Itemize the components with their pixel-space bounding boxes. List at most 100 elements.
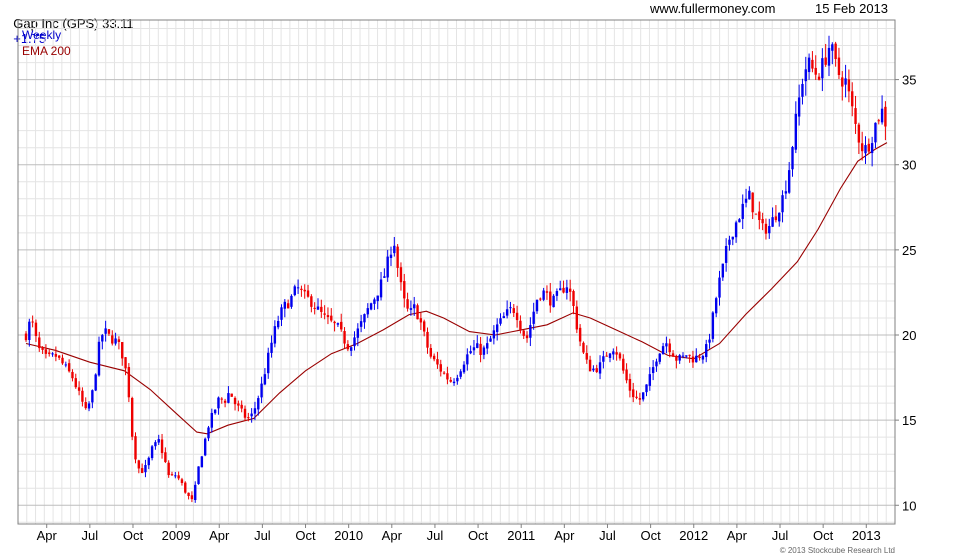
candle-up	[217, 397, 220, 409]
candle-down	[54, 353, 58, 357]
candle-up	[542, 290, 545, 300]
candle-down	[512, 308, 515, 314]
candle-down	[479, 343, 482, 355]
candle-down	[817, 76, 821, 80]
candle-up	[738, 219, 741, 223]
candle-up	[731, 236, 734, 240]
chart-date: 15 Feb 2013	[815, 1, 889, 16]
candle-down	[622, 358, 625, 371]
candle-up	[94, 374, 97, 391]
candle-up	[200, 456, 204, 468]
candle-down	[164, 452, 167, 462]
candle-up	[383, 276, 386, 278]
candle-up	[456, 377, 459, 382]
candle-down	[127, 367, 131, 398]
candle-down	[691, 356, 695, 363]
candle-up	[213, 409, 217, 414]
candle-up	[273, 326, 277, 344]
candle-up	[462, 364, 466, 373]
candle-up	[721, 263, 725, 278]
candle-down	[237, 403, 240, 406]
candle-down	[117, 339, 121, 342]
candle-down	[24, 333, 28, 341]
candle-up	[459, 371, 462, 377]
candle-down	[160, 439, 164, 454]
candle-down	[625, 369, 628, 381]
candle-up	[356, 328, 360, 338]
candle-up	[781, 195, 784, 213]
candle-up	[363, 314, 366, 323]
candle-up	[529, 325, 532, 338]
candle-up	[821, 58, 824, 79]
candle-down	[77, 387, 81, 391]
candle-up	[608, 353, 612, 358]
candle-down	[595, 368, 598, 373]
candle-down	[432, 355, 436, 360]
candle-down	[688, 354, 691, 356]
candle-down	[814, 67, 817, 75]
candle-down	[57, 355, 61, 358]
candle-down	[399, 267, 403, 283]
candle-down	[568, 288, 572, 292]
candle-up	[555, 291, 559, 296]
candle-up	[260, 383, 263, 398]
candle-up	[641, 392, 645, 400]
candle-up	[250, 413, 253, 417]
candle-up	[499, 318, 502, 324]
candle-up	[369, 303, 373, 310]
candle-down	[698, 356, 701, 359]
candle-up	[144, 465, 147, 473]
candle-up	[784, 191, 788, 194]
candle-up	[197, 466, 200, 485]
candle-up	[748, 190, 751, 200]
candle-down	[48, 352, 51, 354]
candle-up	[147, 457, 150, 466]
x-tick-label: 2013	[852, 528, 881, 543]
candle-up	[316, 306, 320, 310]
candle-down	[233, 397, 237, 405]
candle-up	[486, 343, 489, 349]
candle-down	[124, 357, 127, 369]
candle-down	[847, 79, 851, 92]
candle-down	[751, 192, 754, 213]
x-tick-label: Oct	[295, 528, 316, 543]
candle-down	[426, 331, 429, 348]
candle-up	[844, 78, 847, 85]
candle-up	[807, 57, 811, 73]
candle-up	[744, 198, 748, 203]
candle-down	[74, 378, 77, 388]
candle-down	[668, 343, 671, 353]
candle-up	[827, 47, 831, 66]
candle-down	[758, 211, 761, 221]
candle-up	[469, 351, 472, 354]
candle-down	[396, 246, 399, 268]
candle-up	[87, 403, 91, 409]
candle-up	[661, 346, 665, 355]
candle-down	[140, 468, 144, 473]
candle-down	[519, 320, 522, 330]
candle-up	[207, 427, 210, 439]
candle-down	[851, 91, 854, 107]
candle-down	[446, 373, 449, 380]
candle-up	[194, 484, 197, 501]
candle-down	[575, 306, 579, 330]
candle-down	[867, 143, 871, 152]
candle-down	[754, 213, 758, 215]
candle-down	[618, 353, 622, 359]
candle-down	[300, 288, 303, 291]
candle-down	[635, 396, 638, 398]
x-tick-label: Oct	[813, 528, 834, 543]
candle-down	[84, 402, 87, 409]
candle-up	[552, 295, 555, 308]
candle-down	[854, 108, 857, 124]
candle-up	[276, 320, 280, 328]
candle-down	[774, 216, 778, 221]
candle-up	[708, 339, 711, 343]
y-tick-label: 35	[902, 73, 916, 88]
candle-down	[585, 353, 588, 360]
candle-down	[310, 296, 313, 307]
x-tick-label: 2011	[507, 528, 535, 543]
candle-up	[379, 279, 383, 298]
candle-down	[247, 417, 250, 419]
candle-up	[296, 287, 300, 289]
